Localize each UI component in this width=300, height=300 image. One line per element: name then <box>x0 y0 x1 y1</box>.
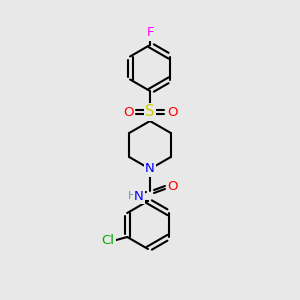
Text: F: F <box>146 26 154 40</box>
Text: S: S <box>145 104 155 119</box>
Text: H: H <box>128 191 136 201</box>
Text: O: O <box>167 106 177 118</box>
Text: O: O <box>167 181 177 194</box>
Text: N: N <box>145 163 155 176</box>
Text: N: N <box>134 190 144 202</box>
Text: Cl: Cl <box>102 233 115 247</box>
Text: O: O <box>123 106 133 118</box>
